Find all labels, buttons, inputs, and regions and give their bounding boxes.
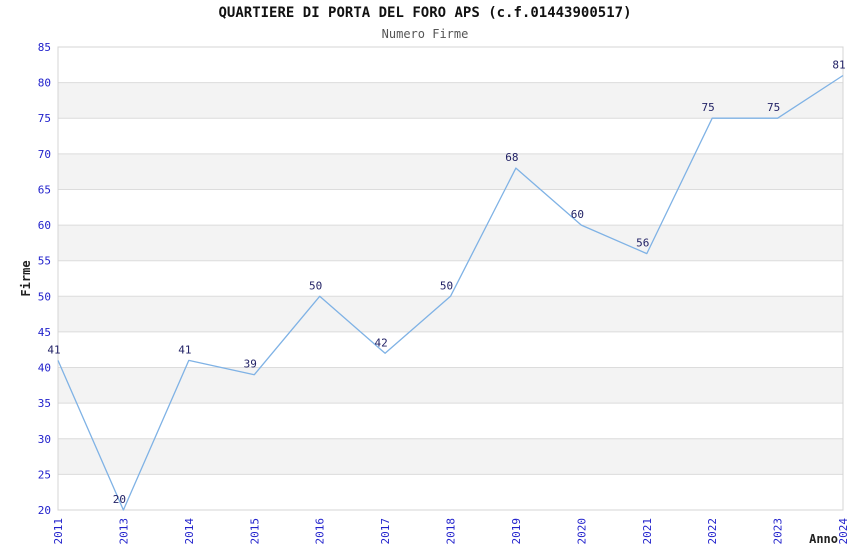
plot-band (58, 367, 843, 404)
y-tick-label: 75 (38, 112, 51, 125)
y-tick-label: 85 (38, 41, 51, 54)
data-label: 20 (113, 493, 126, 506)
chart-title: QUARTIERE DI PORTA DEL FORO APS (c.f.014… (218, 5, 632, 21)
data-label: 75 (767, 101, 780, 114)
y-tick-label: 25 (38, 468, 51, 481)
data-label: 42 (374, 336, 387, 349)
x-tick-label: 2019 (510, 518, 523, 545)
plot-band (58, 153, 843, 190)
y-tick-label: 45 (38, 326, 51, 339)
x-axis-title: Anno (809, 532, 838, 546)
data-label: 68 (505, 151, 518, 164)
x-tick-label: 2022 (706, 518, 719, 545)
y-tick-label: 60 (38, 219, 51, 232)
y-tick-label: 50 (38, 290, 51, 303)
y-tick-label: 80 (38, 77, 51, 90)
data-label: 39 (244, 358, 257, 371)
series-line (57, 74, 844, 511)
y-tick-label: 65 (38, 183, 51, 196)
chart-subtitle: Numero Firme (381, 27, 469, 41)
x-tick-label: 2023 (772, 518, 785, 545)
y-tick-label: 35 (38, 397, 51, 410)
x-tick-label: 2024 (837, 518, 850, 545)
y-tick-label: 55 (38, 255, 51, 268)
data-label: 50 (309, 279, 322, 292)
y-tick-label: 30 (38, 433, 51, 446)
x-tick-label: 2011 (52, 518, 65, 545)
data-label: 75 (702, 101, 715, 114)
data-label: 60 (571, 208, 584, 221)
data-label: 56 (636, 237, 649, 250)
plot-band (58, 296, 843, 332)
y-tick-label: 70 (38, 148, 51, 161)
x-tick-label: 2016 (314, 518, 327, 545)
x-tick-label: 2013 (117, 518, 130, 545)
x-tick-label: 2021 (641, 518, 654, 545)
y-axis-title: Firme (19, 260, 33, 296)
data-label: 41 (47, 343, 60, 356)
y-tick-label: 40 (38, 362, 51, 375)
plot-border (57, 46, 844, 511)
data-label: 41 (178, 343, 191, 356)
data-label: 50 (440, 279, 453, 292)
plot-band (58, 82, 843, 119)
data-label: 81 (832, 58, 845, 71)
x-tick-label: 2020 (575, 518, 588, 545)
x-tick-label: 2018 (445, 518, 458, 545)
plot-band (58, 225, 843, 261)
x-tick-label: 2014 (183, 518, 196, 545)
x-tick-label: 2015 (248, 518, 261, 545)
x-tick-label: 2017 (379, 518, 392, 545)
y-tick-label: 20 (38, 504, 51, 517)
plot-band (58, 438, 843, 475)
